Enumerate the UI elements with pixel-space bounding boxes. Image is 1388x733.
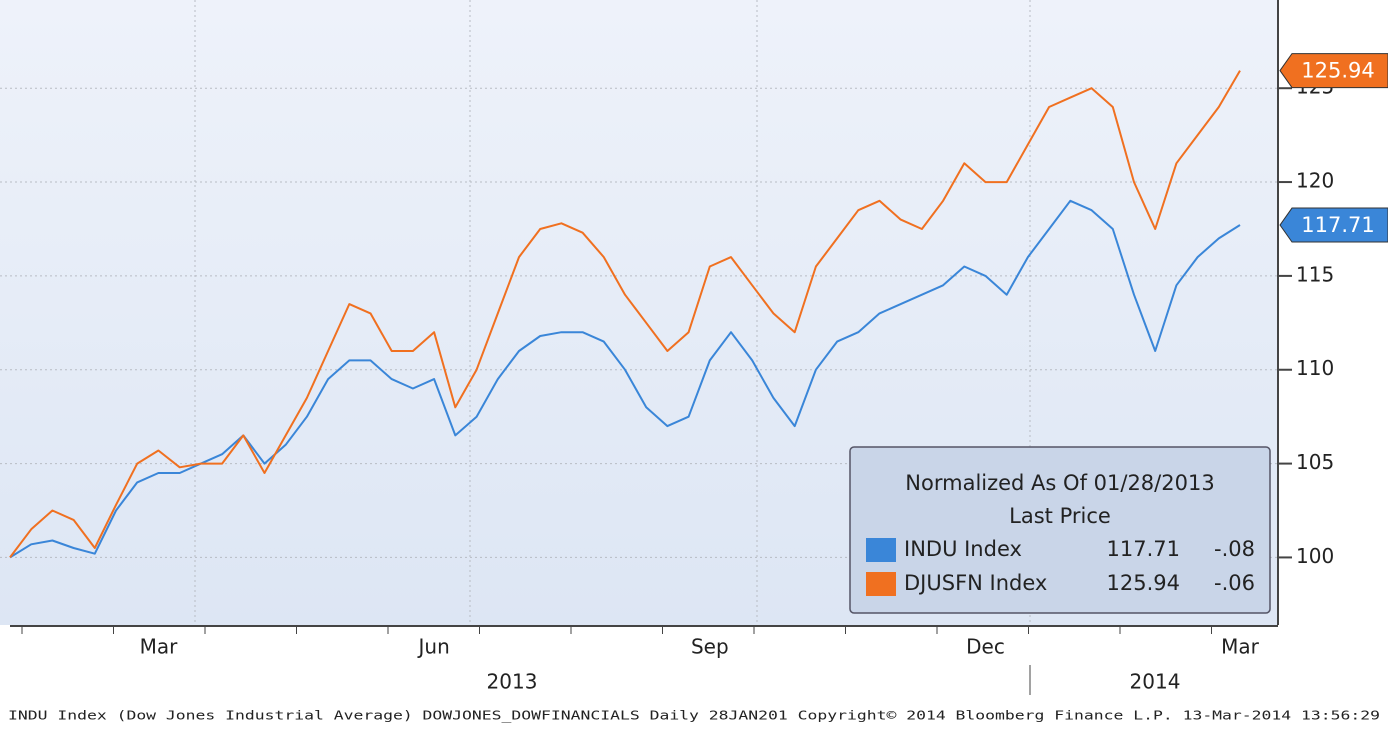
legend-subtitle: Last Price	[1009, 504, 1111, 528]
legend-swatch	[866, 572, 896, 596]
series-line	[9, 70, 1241, 559]
legend-change: -.08	[1214, 537, 1255, 561]
footer: INDU Index (Dow Jones Industrial Average…	[8, 709, 1380, 723]
x-tick-label: Dec	[966, 635, 1005, 659]
y-tick-label: 105	[1296, 450, 1334, 474]
legend-swatch	[866, 538, 896, 562]
legend-last: 125.94	[1107, 571, 1180, 595]
last-value-label: 117.71	[1301, 213, 1374, 237]
legend-name: DJUSFN Index	[904, 571, 1047, 595]
x-tick-label: Jun	[417, 635, 450, 659]
year-label: 2014	[1130, 670, 1181, 694]
x-tick-label: Mar	[1221, 635, 1260, 659]
legend-title: Normalized As Of 01/28/2013	[905, 471, 1214, 495]
last-value-callout	[1279, 53, 1388, 89]
y-tick-label: 110	[1296, 356, 1334, 380]
y-tick-label: 115	[1296, 262, 1334, 286]
legend-box	[849, 446, 1271, 614]
y-tick-label: 120	[1296, 169, 1334, 193]
legend: Normalized As Of 01/28/2013 Last Price IND…	[849, 446, 1271, 614]
last-value-callout	[1279, 207, 1388, 243]
y-tick-label: 100	[1296, 544, 1334, 568]
legend-last: 117.71	[1107, 537, 1180, 561]
last-value-label: 125.94	[1301, 59, 1374, 83]
legend-name: INDU Index	[904, 537, 1022, 561]
x-tick-label: Sep	[691, 635, 729, 659]
year-label: 2013	[487, 670, 538, 694]
x-tick-label: Mar	[140, 635, 179, 659]
series-line	[9, 199, 1241, 559]
legend-change: -.06	[1214, 571, 1255, 595]
axis-area	[1278, 0, 1388, 625]
